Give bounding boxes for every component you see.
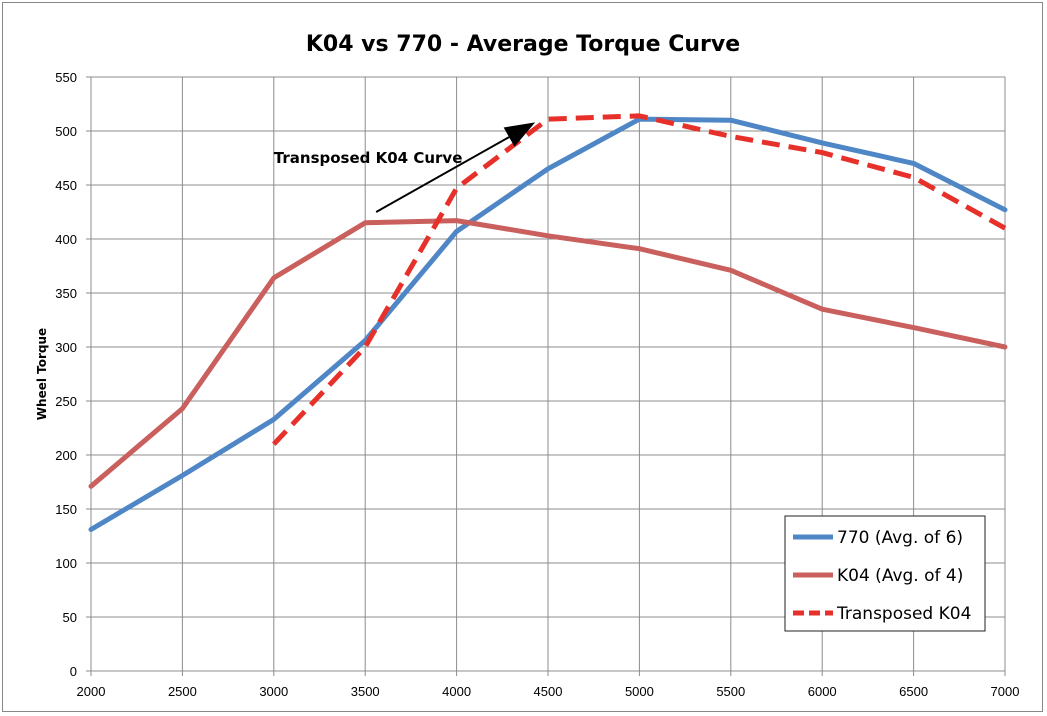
- annotation-arrow-head: [503, 122, 536, 147]
- y-tick-label: 150: [55, 502, 77, 517]
- x-axis-tick-labels: 2000 2500 3000 3500 4000 4500 5000 5500 6000 6500…: [77, 684, 1020, 699]
- x-tick-label: 4000: [442, 684, 471, 699]
- series-line-3: [271, 113, 1007, 446]
- y-axis-tick-labels: 0 50 100 150 200 250 300 350 400 450 500 550: [55, 70, 77, 679]
- x-tick-label: 5000: [625, 684, 654, 699]
- x-tick-label: 7000: [991, 684, 1020, 699]
- y-tick-label: 550: [55, 70, 77, 85]
- y-tick-label: 0: [70, 664, 77, 679]
- x-tick-label: 2000: [77, 684, 106, 699]
- x-tick-label: 6500: [899, 684, 928, 699]
- x-tick-label: 2500: [168, 684, 197, 699]
- x-tick-label: 4500: [534, 684, 563, 699]
- y-tick-label: 500: [55, 124, 77, 139]
- y-tick-label: 350: [55, 286, 77, 301]
- legend-label: Transposed K04: [836, 604, 971, 624]
- legend-label: K04 (Avg. of 4): [837, 566, 963, 586]
- y-axis-label: Wheel Torque: [35, 328, 49, 420]
- series-line-1: [88, 116, 1008, 532]
- y-tick-label: 250: [55, 394, 77, 409]
- annotation-arrow-shaft: [375, 136, 510, 213]
- x-tick-label: 6000: [808, 684, 837, 699]
- series-lines: [88, 113, 1008, 532]
- series-line-2: [88, 218, 1008, 489]
- y-tick-label: 400: [55, 232, 77, 247]
- y-tick-label: 200: [55, 448, 77, 463]
- legend: 770 (Avg. of 6) K04 (Avg. of 4) Transposed…: [784, 515, 986, 632]
- y-tick-label: 50: [63, 610, 77, 625]
- x-tick-label: 3000: [259, 684, 288, 699]
- annotation-text: Transposed K04 Curve: [274, 149, 463, 167]
- x-tick-label: 3500: [351, 684, 380, 699]
- grid: [86, 76, 1006, 676]
- chart-title: K04 vs 770 - Average Torque Curve: [306, 32, 740, 57]
- x-tick-label: 5500: [716, 684, 745, 699]
- y-tick-label: 100: [55, 556, 77, 571]
- legend-label: 770 (Avg. of 6): [837, 528, 963, 548]
- y-tick-label: 300: [55, 340, 77, 355]
- y-tick-label: 450: [55, 178, 77, 193]
- annotation: Transposed K04 Curve: [274, 122, 536, 213]
